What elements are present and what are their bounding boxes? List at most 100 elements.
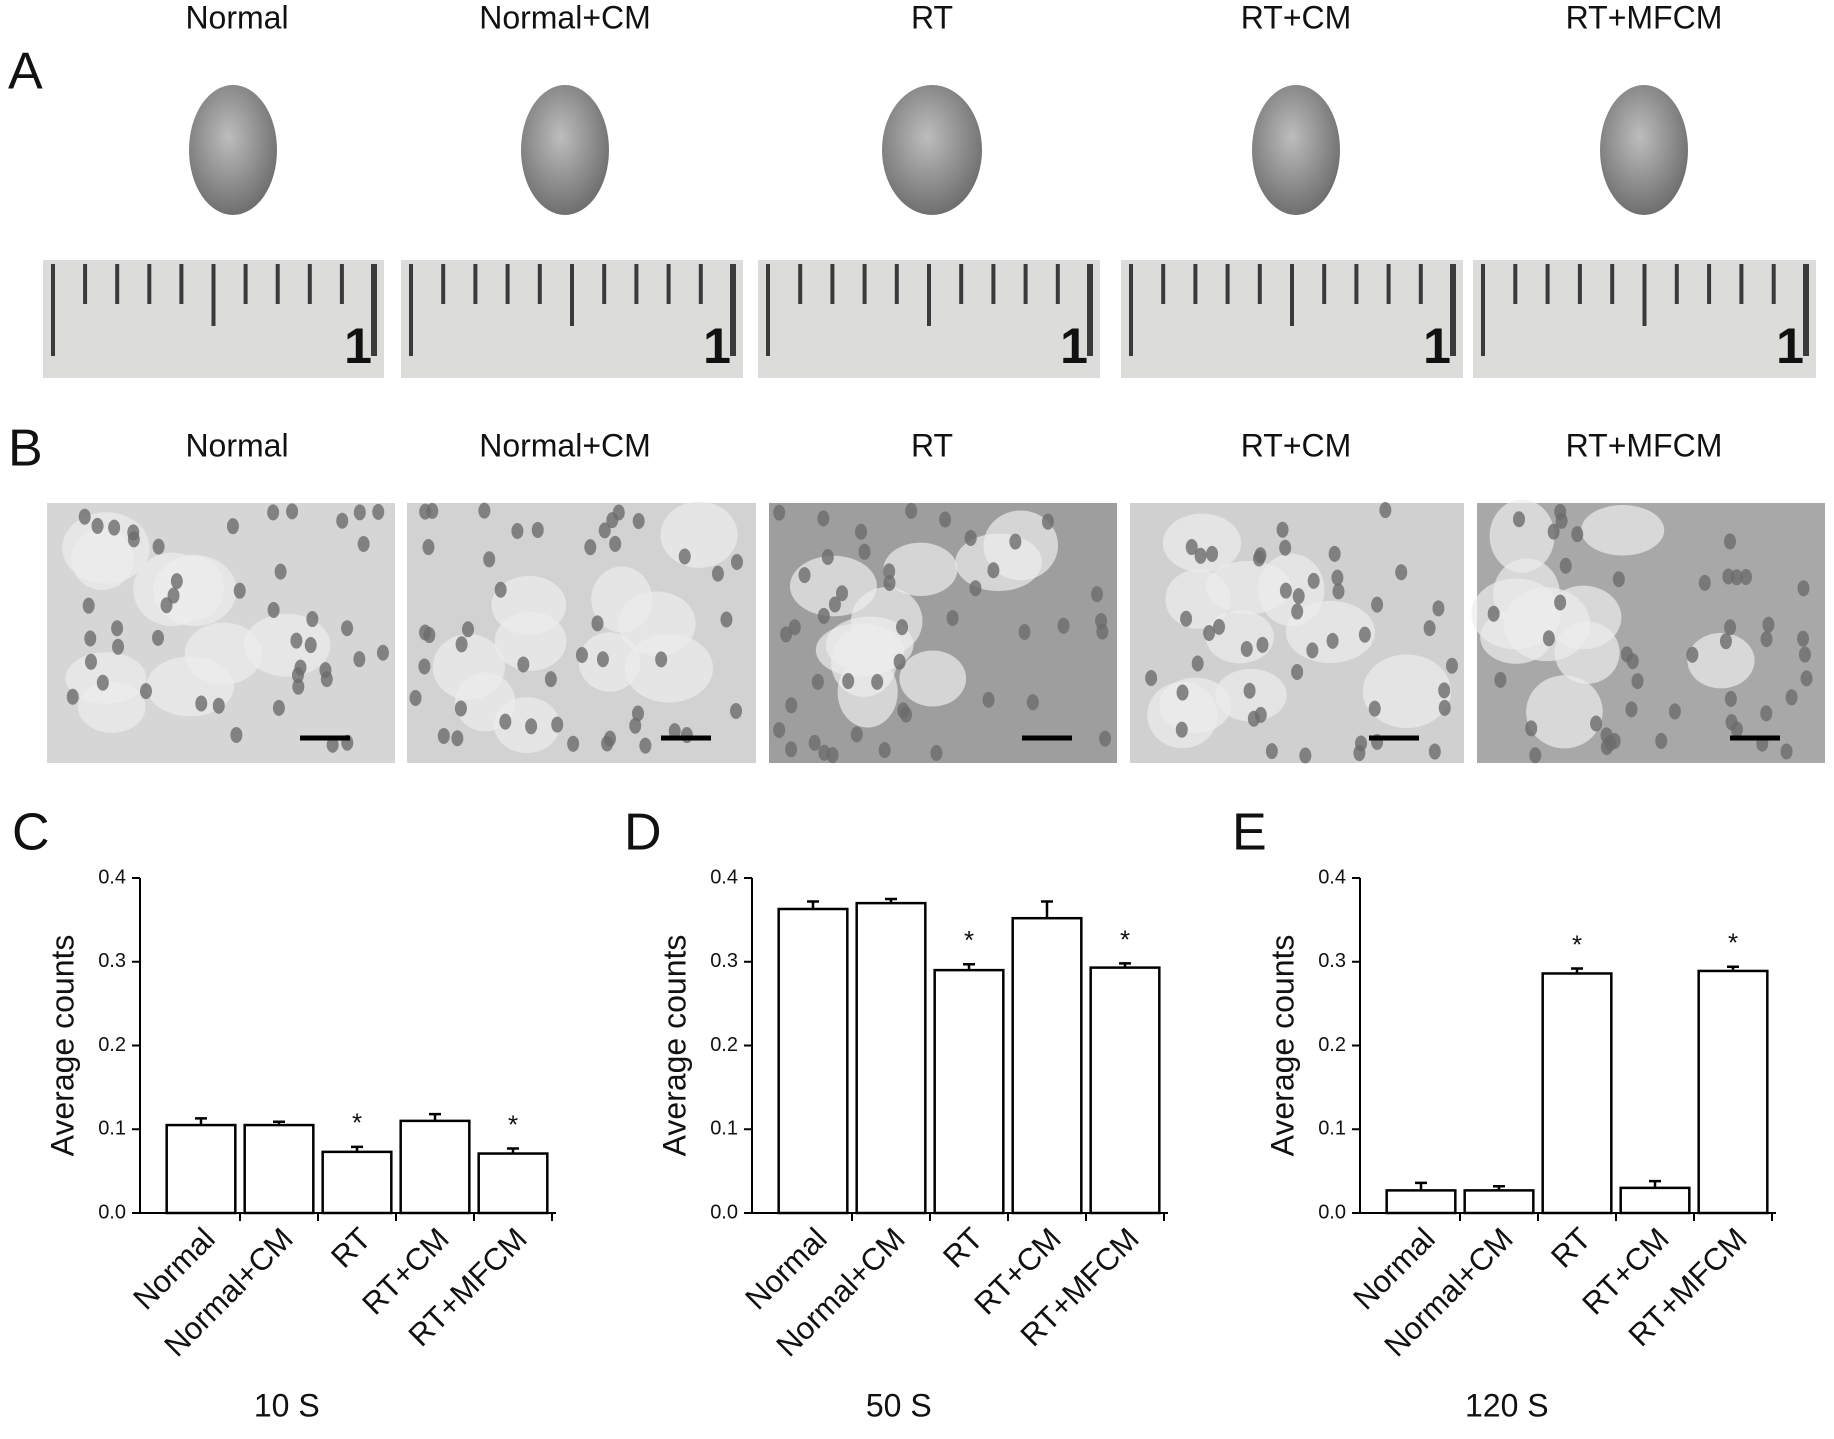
nucleus (730, 554, 743, 571)
nucleus (418, 658, 431, 675)
nucleus (964, 529, 977, 546)
kidney-photo (882, 85, 982, 215)
nucleus (821, 548, 834, 565)
nucleus (1798, 646, 1811, 663)
nucleus (84, 653, 97, 670)
nucleus (1276, 521, 1289, 538)
nucleus (1332, 583, 1345, 600)
nucleus (1698, 574, 1711, 591)
nucleus (1057, 617, 1070, 634)
error-bar (429, 1112, 441, 1121)
nucleus (78, 508, 91, 525)
nucleus (1655, 732, 1668, 749)
nucleus (1739, 569, 1752, 586)
nucleus (883, 563, 896, 580)
acinus (1526, 675, 1603, 749)
acinus (1480, 610, 1553, 664)
nucleus (267, 504, 280, 521)
x-axis-title: 120 S (1465, 1387, 1549, 1423)
y-tick-label: 0.0 (98, 1201, 126, 1223)
nucleus (1529, 747, 1542, 764)
ruler-number: 1 (344, 318, 372, 374)
nucleus (817, 510, 830, 527)
y-tick-label: 0.3 (710, 950, 738, 972)
nucleus (233, 582, 246, 599)
nucleus (893, 653, 906, 670)
nucleus (1240, 640, 1253, 657)
nucleus (655, 651, 668, 668)
nucleus (1206, 545, 1219, 562)
nucleus (773, 721, 786, 738)
error-bar (1727, 965, 1739, 971)
nucleus (632, 513, 645, 530)
nucleus (319, 662, 332, 679)
nucleus (267, 601, 280, 618)
column-title: Normal+CM (479, 427, 651, 463)
error-bar (351, 1145, 363, 1152)
nucleus (939, 511, 952, 528)
nucleus (575, 647, 588, 664)
nucleus (152, 629, 165, 646)
nucleus (567, 735, 580, 752)
nucleus (1554, 594, 1567, 611)
nucleus (455, 636, 468, 653)
nucleus (1668, 703, 1681, 720)
nucleus (1559, 557, 1572, 574)
error-bar (195, 1117, 207, 1126)
nucleus (1194, 547, 1207, 564)
nucleus (1176, 684, 1189, 701)
error-bar (1041, 900, 1053, 919)
nucleus (426, 502, 439, 519)
nucleus (1590, 715, 1603, 732)
bar (477, 1152, 549, 1215)
nucleus (720, 611, 733, 628)
nucleus (1725, 714, 1738, 731)
nucleus (900, 706, 913, 723)
nucleus (372, 503, 385, 520)
nucleus (437, 727, 450, 744)
nucleus (905, 502, 918, 519)
nucleus (1368, 700, 1381, 717)
nucleus (108, 519, 121, 536)
nucleus (780, 626, 793, 643)
nucleus (1438, 699, 1451, 716)
nucleus (353, 651, 366, 668)
nucleus (1306, 642, 1319, 659)
bar (1697, 969, 1769, 1215)
nucleus (1026, 694, 1039, 711)
nucleus (1254, 547, 1267, 564)
acinus (1159, 677, 1232, 733)
nucleus (817, 607, 830, 624)
y-tick-label: 0.2 (710, 1034, 738, 1056)
nucleus (409, 689, 422, 706)
acinus (1162, 513, 1242, 573)
nucleus (1279, 539, 1292, 556)
nucleus (1797, 580, 1810, 597)
nucleus (1724, 690, 1737, 707)
nucleus (1265, 743, 1278, 760)
nucleus (1331, 569, 1344, 586)
nucleus (483, 551, 496, 568)
error-bar (1119, 962, 1131, 968)
nucleus (596, 651, 609, 668)
significance-label: * (1572, 929, 1582, 959)
panel-label: C (12, 804, 50, 862)
nucleus (304, 637, 317, 654)
kidney-photo (1600, 85, 1688, 215)
x-tick-label: RT (936, 1221, 990, 1275)
nucleus (584, 539, 597, 556)
nucleus (525, 718, 538, 735)
acinus (578, 632, 641, 692)
nucleus (1438, 682, 1451, 699)
bar (1619, 1186, 1691, 1215)
acinus (624, 633, 714, 703)
error-bar (1415, 1181, 1427, 1191)
nucleus (341, 620, 354, 637)
error-bar (273, 1120, 285, 1126)
bar (243, 1123, 315, 1215)
nucleus (451, 730, 464, 747)
acinus (660, 501, 738, 568)
x-axis-title: 50 S (866, 1387, 932, 1423)
bar (1011, 916, 1083, 1215)
nucleus (195, 695, 208, 712)
